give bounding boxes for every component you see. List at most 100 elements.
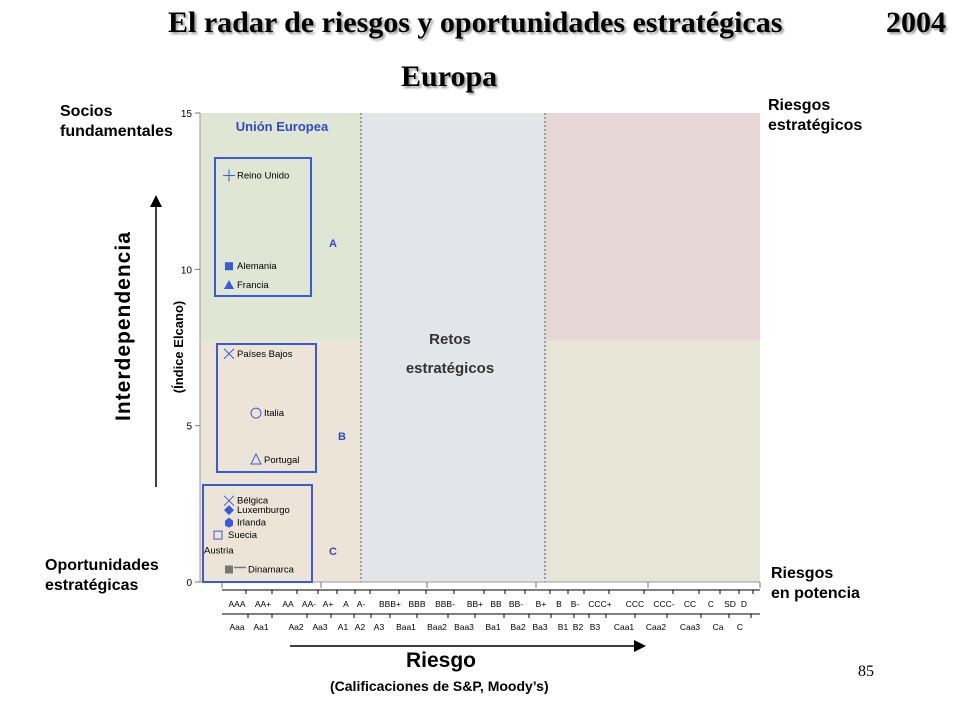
moodys-tick-label: Aa2 <box>288 622 303 632</box>
point-luxemburgo <box>224 505 234 516</box>
group-label: C <box>329 546 337 558</box>
sp-tick-label: AA+ <box>255 599 271 609</box>
moodys-tick-label: Caa2 <box>646 622 667 632</box>
center-label-line2: estratégicos <box>406 360 494 377</box>
sp-tick-label: BB <box>490 599 502 609</box>
x-axis-arrow <box>290 640 646 652</box>
sp-tick-label: AA- <box>302 599 316 609</box>
marker-triangle-open <box>250 452 262 465</box>
moodys-tick-label: C <box>737 622 743 632</box>
point-label: Alemania <box>237 261 277 272</box>
corner-top-left-line2: fundamentales <box>60 123 173 140</box>
group-box-c <box>202 484 313 583</box>
point-label: Irlanda <box>237 518 267 529</box>
page-title: El radar de riesgos y oportunidades estr… <box>168 6 783 39</box>
moodys-tick-label: Caa3 <box>680 622 701 632</box>
page-year: 2004 <box>886 6 946 39</box>
point-label: Suecia <box>228 530 258 541</box>
marker-square <box>225 262 233 271</box>
moodys-tick-label: A2 <box>355 622 366 632</box>
zone-riesgos-estrategicos <box>545 113 760 342</box>
moodys-tick-label: B3 <box>590 622 601 632</box>
y-tick-label: 0 <box>186 578 192 589</box>
corner-bottom-left: Oportunidades estratégicas <box>45 556 159 596</box>
page-subtitle: Europa <box>401 60 498 93</box>
x-axis-sublabel: (Calificaciones de S&P, Moody’s) <box>330 678 549 694</box>
marker-triangle <box>224 279 234 289</box>
moodys-tick-label: Ca <box>713 622 724 632</box>
moodys-tick-label: Ba1 <box>485 622 500 632</box>
corner-top-left: Socios fundamentales <box>60 102 173 142</box>
corner-bottom-right-line2: en potencia <box>771 585 860 602</box>
marker-circle-open <box>250 407 262 419</box>
sp-tick-label: CCC <box>626 599 644 609</box>
sp-tick-label: B <box>556 599 562 609</box>
moodys-tick-label: Baa2 <box>427 622 447 632</box>
zone-retos <box>361 113 545 582</box>
sp-tick-label: D <box>741 599 747 609</box>
moodys-tick-label: B2 <box>573 622 584 632</box>
point-label: Dinamarca <box>248 564 295 575</box>
moodys-tick-label: B1 <box>558 622 569 632</box>
point-francia <box>224 279 234 289</box>
sp-tick-label: A- <box>357 599 366 609</box>
point-reino-unido <box>223 169 235 182</box>
point-label: Luxemburgo <box>237 505 290 516</box>
marker-x <box>223 495 235 507</box>
point-portugal <box>250 452 262 465</box>
page-number: 85 <box>858 663 874 680</box>
zone-socios <box>200 113 361 342</box>
sp-tick-label: AA <box>282 599 294 609</box>
sp-tick-label: BBB- <box>435 599 455 609</box>
region-title: Unión Europea <box>236 119 329 134</box>
point-label: Italia <box>264 408 285 419</box>
corner-top-left-line1: Socios <box>60 103 113 120</box>
point-suecia <box>213 530 223 540</box>
point-italia <box>250 407 262 419</box>
moodys-tick-label: Ba2 <box>510 622 525 632</box>
marker-square-open <box>213 530 223 540</box>
y-axis-arrow <box>150 195 162 487</box>
zone-oportunidades <box>200 341 361 582</box>
group-label: A <box>329 238 337 250</box>
moodys-tick-label: Caa1 <box>614 622 635 632</box>
point-dinamarca <box>225 565 246 574</box>
sp-tick-label: CC <box>684 599 696 609</box>
corner-bottom-left-line1: Oportunidades <box>45 557 159 574</box>
marker-square-gray <box>225 565 233 574</box>
corner-top-right: Riesgos estratégicos <box>768 96 862 136</box>
point-label: Austria <box>204 546 234 557</box>
y-tick-label: 10 <box>181 265 193 276</box>
zone-riesgos-potencia <box>545 341 760 582</box>
corner-bottom-left-line2: estratégicas <box>45 577 139 594</box>
point-label: Reino Unido <box>237 171 289 182</box>
sp-tick-label: BB+ <box>467 599 483 609</box>
corner-top-right-line1: Riesgos <box>768 97 831 114</box>
moodys-tick-label: Aaa <box>229 622 244 632</box>
x-axis-label: Riesgo <box>406 649 477 672</box>
sp-tick-label: CCC- <box>653 599 674 609</box>
moodys-tick-label: Baa1 <box>396 622 416 632</box>
center-label-line1: Retos <box>429 331 471 348</box>
sp-tick-label: BB- <box>509 599 523 609</box>
point-label: Francia <box>237 280 269 291</box>
point-irlanda <box>225 517 233 528</box>
moodys-tick-label: Aa3 <box>312 622 327 632</box>
sp-tick-label: C <box>708 599 714 609</box>
moodys-tick-label: Baa3 <box>454 622 474 632</box>
marker-hexagon <box>225 517 233 528</box>
group-box-a <box>214 157 312 297</box>
marker-diamond <box>224 505 234 516</box>
group-label: B <box>338 431 346 443</box>
corner-bottom-right-line1: Riesgos <box>771 565 834 582</box>
sp-tick-label: BBB <box>408 599 425 609</box>
sp-tick-label: AAA <box>228 599 245 609</box>
moodys-tick-label: Aa1 <box>253 622 268 632</box>
sp-tick-label: SD <box>724 599 736 609</box>
sp-tick-label: B+ <box>536 599 547 609</box>
moodys-tick-label: Ba3 <box>532 622 547 632</box>
point-label: Bélgica <box>237 496 269 507</box>
point-países-bajos <box>223 348 235 360</box>
corner-bottom-right: Riesgos en potencia <box>771 564 860 604</box>
